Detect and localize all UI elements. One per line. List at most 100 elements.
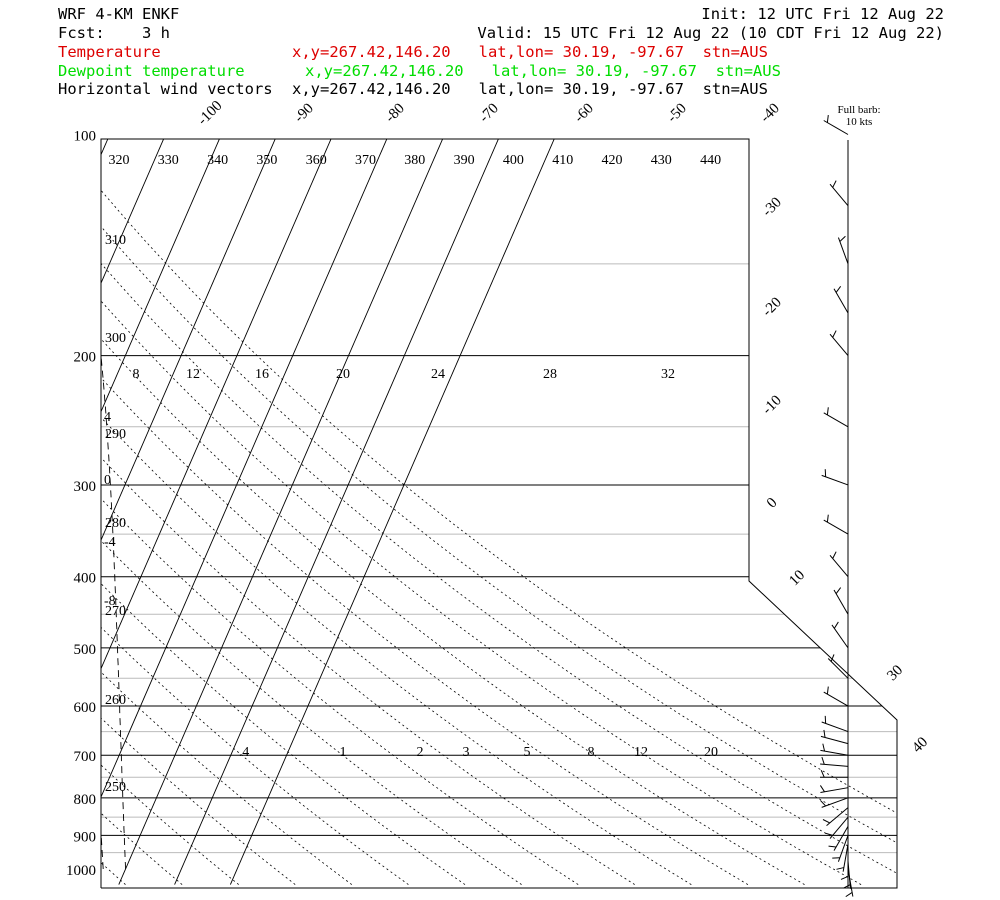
moist-adiabat xyxy=(0,135,81,870)
dry-adiabat xyxy=(101,139,635,885)
temperature-profile-line xyxy=(0,135,47,870)
dry-adiabat xyxy=(0,135,69,885)
isotherm-label: 40 xyxy=(909,734,931,756)
temperature-legend-label: Temperature xyxy=(58,43,161,61)
isotherm-label: -90 xyxy=(291,100,316,125)
wind-barb xyxy=(822,807,849,827)
theta-label: 300 xyxy=(105,331,126,346)
wind-barb xyxy=(829,180,849,207)
wind-barb-flag xyxy=(835,286,842,293)
wind-barb xyxy=(823,407,849,428)
mixing-ratio-label: 3 xyxy=(463,745,470,760)
wind-barb-staff xyxy=(821,721,849,733)
wind-barb xyxy=(837,235,849,265)
wind-barb xyxy=(831,621,849,649)
isotherm-label: -80 xyxy=(382,100,407,125)
theta-label: 250 xyxy=(105,780,126,795)
wind-barb-staff xyxy=(823,691,849,707)
wind-barb xyxy=(820,756,849,767)
dry-adiabat xyxy=(101,139,579,885)
pressure-tick-label: 600 xyxy=(74,700,97,716)
wind-barb xyxy=(823,514,849,535)
wind-barb-staff xyxy=(837,237,849,265)
theta-e-label: 320 xyxy=(109,153,130,168)
wind-barb xyxy=(829,551,849,578)
wind-barb-flag xyxy=(832,330,837,338)
dry-adiabat xyxy=(101,139,353,885)
theta-e-label: 440 xyxy=(700,153,721,168)
valid-time: Valid: 15 UTC Fri 12 Aug 22 (10 CDT Fri … xyxy=(477,24,944,42)
moist-adiabat-label: 8 xyxy=(133,367,140,382)
isotherm-line xyxy=(229,139,564,885)
wind-barb-flag xyxy=(820,770,825,778)
dewpoint-legend-label: Dewpoint temperature xyxy=(58,62,245,80)
isotherm-line xyxy=(0,118,5,884)
dry-adiabat xyxy=(101,139,296,885)
wind-barb-flag xyxy=(823,729,826,738)
wind-barb-flag xyxy=(826,514,829,523)
wind-barb-flag xyxy=(822,819,830,824)
dry-adiabat-temp-label: 4 xyxy=(104,410,111,425)
theta-label: 310 xyxy=(105,233,126,248)
mixing-ratio-label: 8 xyxy=(588,745,595,760)
theta-e-label: 360 xyxy=(306,153,327,168)
isotherm-label: -30 xyxy=(759,194,784,219)
dewpoint-profile-line xyxy=(0,135,15,870)
theta-e-label: 370 xyxy=(355,153,376,168)
wind-barb-column xyxy=(819,114,854,898)
wind-barb xyxy=(823,114,849,135)
wind-barb-flag xyxy=(832,551,837,559)
isotherm-label: 0 xyxy=(764,495,781,512)
wind-barb-flag xyxy=(819,785,825,793)
dry-adiabat xyxy=(101,139,897,885)
wind-barb-staff xyxy=(829,333,849,356)
isotherm-line xyxy=(101,139,229,885)
wind-barb-staff xyxy=(823,412,849,428)
wind-barb xyxy=(833,587,849,615)
pressure-tick-label: 300 xyxy=(74,479,97,495)
dry-adiabat xyxy=(101,139,749,885)
wind-barb-flag xyxy=(826,114,829,123)
pressure-tick-label: 900 xyxy=(74,829,97,845)
diagram-border xyxy=(100,138,898,889)
mixing-ratio-line xyxy=(0,706,22,885)
isotherm-label: -50 xyxy=(664,100,689,125)
mixing-ratio-label: .4 xyxy=(239,745,250,760)
moist-adiabat xyxy=(0,135,59,870)
forecast-hour: Fcst: 3 h xyxy=(58,24,170,42)
wind-barb xyxy=(821,469,849,486)
wind-barb-staff xyxy=(823,120,849,135)
wind-barb-flag xyxy=(820,800,826,807)
theta-e-label: 400 xyxy=(503,153,524,168)
pressure-tick-label: 100 xyxy=(74,129,97,145)
wind-barb-staff xyxy=(837,835,849,862)
moist-adiabat-label: 12 xyxy=(186,367,200,382)
wind-barb-staff xyxy=(821,474,849,486)
theta-e-label: 340 xyxy=(207,153,228,168)
wind-barb-staff xyxy=(833,589,849,615)
theta-e-label: 350 xyxy=(256,153,277,168)
moist-adiabat xyxy=(0,135,14,870)
wind-barb-flag xyxy=(822,743,826,752)
theta-e-label: 380 xyxy=(404,153,425,168)
isotherm-line xyxy=(101,139,285,885)
theta-label: 290 xyxy=(105,427,126,442)
isotherm-line xyxy=(101,139,397,885)
wind-barb xyxy=(823,686,849,707)
wind-barb-staff xyxy=(829,554,849,578)
dry-adiabat xyxy=(101,139,692,885)
wind-barb-flag xyxy=(833,621,839,629)
temperature-legend-location: x,y=267.42,146.20 lat,lon= 30.19, -97.67… xyxy=(292,43,768,61)
dewpoint-legend-location: x,y=267.42,146.20 lat,lon= 30.19, -97.67… xyxy=(305,62,781,80)
theta-e-label: 390 xyxy=(454,153,475,168)
mixing-ratio-label: 2 xyxy=(417,745,424,760)
isotherm-line xyxy=(101,139,118,885)
wind-barb-staff xyxy=(842,844,849,872)
init-time: Init: 12 UTC Fri 12 Aug 22 xyxy=(701,5,944,23)
wind-barb-flag xyxy=(830,654,835,662)
wind-barb xyxy=(820,729,849,745)
sounding-profiles xyxy=(0,135,47,870)
dry-adiabat-temp-label: 0 xyxy=(104,473,111,488)
pressure-tick-label: 500 xyxy=(74,642,97,658)
dry-adiabat xyxy=(0,135,12,885)
